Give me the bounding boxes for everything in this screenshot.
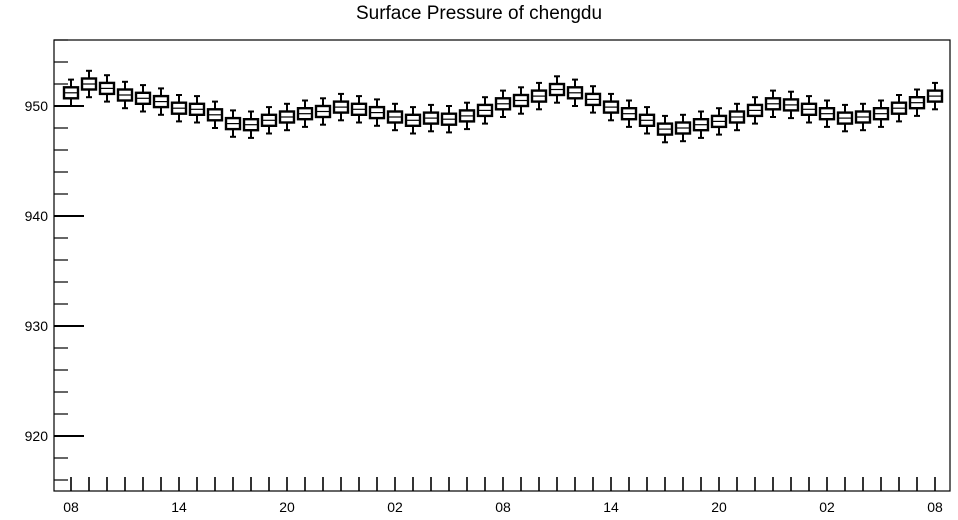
x-tick-label: 20 <box>279 499 295 515</box>
box-plot <box>476 96 494 125</box>
y-tick-label: 920 <box>25 428 49 444</box>
box-plot <box>332 92 350 122</box>
box-plot <box>98 74 116 103</box>
plot-frame <box>53 39 951 492</box>
box-plot <box>458 101 476 131</box>
box-plot <box>206 100 224 129</box>
box-plot <box>242 110 260 139</box>
x-tick-label: 20 <box>711 499 727 515</box>
y-tick-label: 930 <box>25 318 49 334</box>
box-plot <box>422 103 440 133</box>
box-plot <box>386 102 404 132</box>
box-plot <box>152 87 170 116</box>
box-plot <box>278 102 296 132</box>
x-axis: 08 14 20 02 08 14 20 02 08 <box>63 477 943 515</box>
x-tick-label: 08 <box>927 499 943 515</box>
x-tick-label: 14 <box>171 499 187 515</box>
x-tick-label: 08 <box>63 499 79 515</box>
box-plot <box>368 98 386 127</box>
box-plot <box>224 109 242 138</box>
box-plot <box>440 105 458 134</box>
box-plot <box>836 103 854 133</box>
box-plot <box>602 92 620 122</box>
box-plot <box>620 99 638 128</box>
box-plot <box>494 89 512 118</box>
box-plot <box>314 97 332 126</box>
box-plot <box>638 106 656 135</box>
y-tick-label: 950 <box>25 98 49 114</box>
box-plot <box>764 89 782 118</box>
y-axis: 920 930 940 950 <box>25 39 84 481</box>
box-plot <box>62 78 80 107</box>
box-plot <box>584 85 602 114</box>
box-plot <box>746 96 764 125</box>
x-tick-label: 02 <box>819 499 835 515</box>
box-plot <box>890 94 908 123</box>
box-plot <box>656 114 674 144</box>
x-tick-label: 02 <box>387 499 403 515</box>
x-tick-label: 14 <box>603 499 619 515</box>
box-plot <box>692 110 710 139</box>
box-plot <box>800 95 818 124</box>
box-plot <box>134 84 152 113</box>
box-plot <box>530 81 548 111</box>
box-plot <box>782 90 800 120</box>
box-plot <box>872 99 890 128</box>
box-plot <box>566 78 584 107</box>
box-plot <box>512 86 530 115</box>
boxes <box>62 69 944 144</box>
box-plot <box>350 95 368 124</box>
box-plot <box>710 107 728 136</box>
box-plot <box>404 106 422 135</box>
box-plot <box>80 69 98 99</box>
box-plot <box>674 113 692 143</box>
box-plot <box>116 80 134 110</box>
box-plot <box>908 88 926 117</box>
y-tick-label: 940 <box>25 208 49 224</box>
box-plot <box>818 99 836 128</box>
box-plot <box>854 102 872 132</box>
box-plot <box>260 106 278 135</box>
box-plot <box>548 75 566 104</box>
x-tick-label: 08 <box>495 499 511 515</box>
box-plot <box>296 99 314 128</box>
box-plot <box>728 102 746 132</box>
box-plot <box>926 81 944 111</box>
chart-title: Surface Pressure of chengdu <box>355 3 603 24</box>
box-plot <box>188 95 206 124</box>
box-plot <box>170 94 188 123</box>
